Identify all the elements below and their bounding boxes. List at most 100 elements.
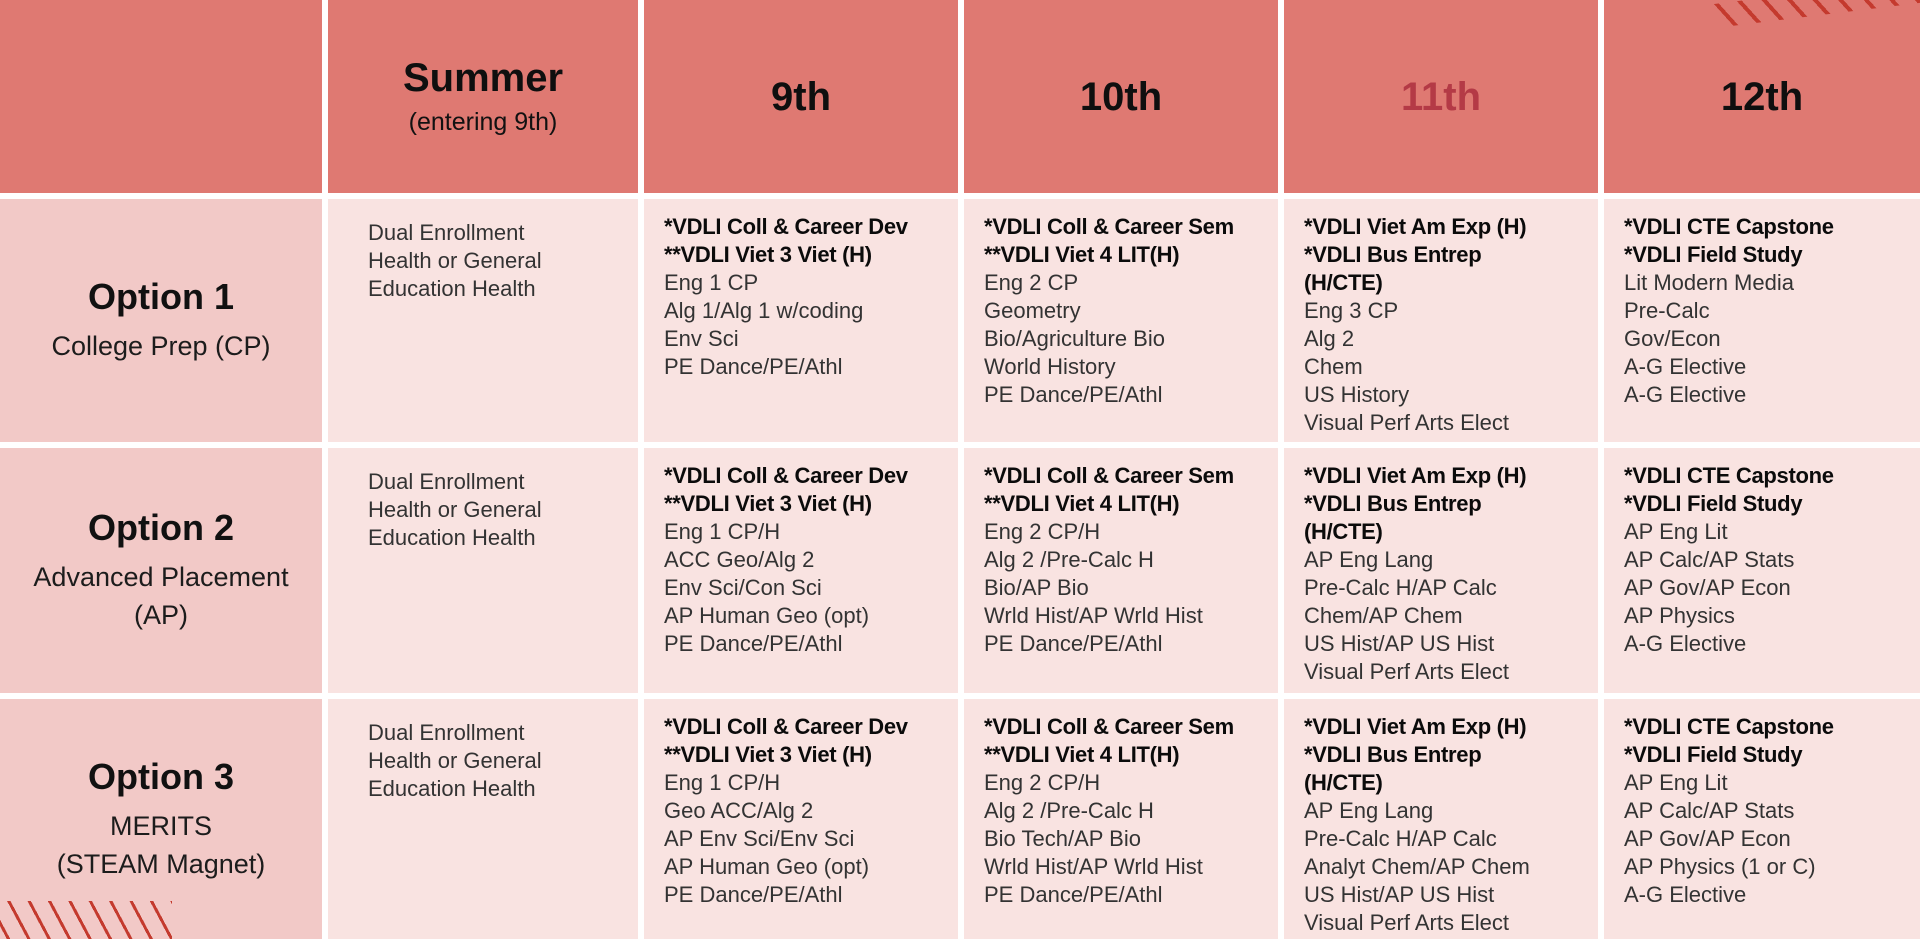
course-line: Visual Perf Arts Elect: [1304, 410, 1510, 435]
course-line: Health or General: [368, 248, 542, 273]
cell-option-2-11th: *VDLI Viet Am Exp (H) *VDLI Bus Entrep (H/…: [1284, 448, 1598, 693]
option-subtitle: (STEAM Magnet): [56, 848, 266, 879]
cell-option-2-summer: Dual Enrollment Health or General Educatio…: [328, 448, 638, 693]
column-header-label: Summer: [402, 56, 564, 100]
cell-option-3-11th: *VDLI Viet Am Exp (H) *VDLI Bus Entrep (H/…: [1284, 699, 1598, 939]
course-line: PE Dance/PE/Athl: [984, 382, 1163, 407]
course-line: Dual Enrollment: [368, 720, 525, 745]
course-line: AP Human Geo (opt): [664, 603, 870, 628]
course-line: Alg 2 /Pre-Calc H: [984, 798, 1154, 823]
course-line: Dual Enrollment: [368, 220, 525, 245]
course-line: *VDLI Viet Am Exp (H): [1304, 214, 1527, 239]
column-header-blank: [0, 0, 322, 193]
row-label-option-1: Option 1 College Prep (CP): [0, 199, 322, 442]
course-line: AP Env Sci/Env Sci: [664, 826, 855, 851]
course-line: Eng 2 CP/H: [984, 519, 1101, 544]
option-title: Option 1: [88, 276, 234, 317]
column-header-sublabel: (entering 9th): [408, 108, 558, 136]
course-line: Chem: [1304, 354, 1363, 379]
course-line: Env Sci: [664, 326, 739, 351]
course-line: Pre-Calc H/AP Calc: [1304, 826, 1497, 851]
course-line: AP Gov/AP Econ: [1624, 575, 1791, 600]
course-line: AP Eng Lit: [1624, 770, 1728, 795]
course-line: Wrld Hist/AP Wrld Hist: [984, 603, 1203, 628]
course-line: **VDLI Viet 3 Viet (H): [664, 242, 872, 267]
option-title: Option 3: [88, 755, 234, 797]
course-line: *VDLI Coll & Career Dev: [664, 463, 908, 488]
column-header-summer: Summer (entering 9th): [328, 0, 638, 193]
course-line: Bio/Agriculture Bio: [984, 326, 1165, 351]
course-line: AP Physics (1 or C): [1624, 854, 1816, 879]
course-line: *VDLI Coll & Career Dev: [664, 714, 908, 739]
option-subtitle: (AP): [134, 600, 188, 631]
course-line: AP Eng Lang: [1304, 798, 1434, 823]
course-line: Alg 2 /Pre-Calc H: [984, 547, 1154, 572]
column-header-10th: 10th: [964, 0, 1278, 193]
course-line: PE Dance/PE/Athl: [664, 354, 843, 379]
course-line: *VDLI Field Study: [1624, 242, 1803, 267]
course-line: Eng 2 CP/H: [984, 770, 1101, 795]
course-line: **VDLI Viet 3 Viet (H): [664, 491, 872, 516]
course-line: Env Sci/Con Sci: [664, 575, 822, 600]
course-line: AP Gov/AP Econ: [1624, 826, 1791, 851]
course-line: A-G Elective: [1624, 631, 1747, 656]
cell-option-1-10th: *VDLI Coll & Career Sem **VDLI Viet 4 LIT…: [964, 199, 1278, 442]
course-line: A-G Elective: [1624, 354, 1747, 379]
course-line: PE Dance/PE/Athl: [984, 882, 1163, 907]
course-line: *VDLI Viet Am Exp (H): [1304, 463, 1527, 488]
course-line: AP Eng Lang: [1304, 547, 1434, 572]
column-header-label: 11th: [1400, 74, 1482, 119]
course-line: *VDLI Viet Am Exp (H): [1304, 714, 1527, 739]
cell-option-3-10th: *VDLI Coll & Career Sem **VDLI Viet 4 LIT…: [964, 699, 1278, 939]
course-line: **VDLI Viet 4 LIT(H): [984, 491, 1180, 516]
course-line: Pre-Calc: [1624, 298, 1710, 323]
course-line: Health or General: [368, 497, 542, 522]
column-header-label: 12th: [1720, 74, 1804, 119]
course-line: *VDLI Coll & Career Dev: [664, 214, 908, 239]
course-line: AP Calc/AP Stats: [1624, 798, 1795, 823]
course-line: *VDLI CTE Capstone: [1624, 214, 1834, 239]
cell-option-3-9th: *VDLI Coll & Career Dev **VDLI Viet 3 Vie…: [644, 699, 958, 939]
course-line: *VDLI Bus Entrep: [1304, 491, 1482, 516]
course-line: (H/CTE): [1304, 519, 1383, 544]
cell-option-2-9th: *VDLI Coll & Career Dev **VDLI Viet 3 Vie…: [644, 448, 958, 693]
course-line: US History: [1304, 382, 1410, 407]
column-header-label: 10th: [1079, 74, 1163, 119]
column-header-12th: 12th: [1604, 0, 1920, 193]
course-line: AP Human Geo (opt): [664, 854, 870, 879]
course-line: *VDLI CTE Capstone: [1624, 714, 1834, 739]
cell-option-2-12th: *VDLI CTE Capstone *VDLI Field Study AP En…: [1604, 448, 1920, 693]
course-line: US Hist/AP US Hist: [1304, 631, 1495, 656]
course-line: US Hist/AP US Hist: [1304, 882, 1495, 907]
course-line: PE Dance/PE/Athl: [664, 882, 843, 907]
course-line: AP Eng Lit: [1624, 519, 1728, 544]
option-subtitle: College Prep (CP): [51, 331, 271, 362]
row-label-option-3: Option 3 MERITS (STEAM Magnet): [0, 699, 322, 939]
course-line: *VDLI Coll & Career Sem: [984, 214, 1234, 239]
course-line: Eng 1 CP/H: [664, 770, 781, 795]
course-line: Pre-Calc H/AP Calc: [1304, 575, 1497, 600]
course-line: Eng 1 CP/H: [664, 519, 781, 544]
course-line: Eng 1 CP: [664, 270, 759, 295]
column-header-11th: 11th: [1284, 0, 1598, 193]
course-line: Eng 2 CP: [984, 270, 1079, 295]
course-line: **VDLI Viet 4 LIT(H): [984, 242, 1180, 267]
course-line: *VDLI Field Study: [1624, 491, 1803, 516]
course-line: World History: [984, 354, 1116, 379]
course-line: AP Physics: [1624, 603, 1735, 628]
course-line: Dual Enrollment: [368, 469, 525, 494]
cell-option-1-9th: *VDLI Coll & Career Dev **VDLI Viet 3 Vie…: [644, 199, 958, 442]
course-line: Geometry: [984, 298, 1081, 323]
course-line: A-G Elective: [1624, 382, 1747, 407]
course-line: Geo ACC/Alg 2: [664, 798, 814, 823]
course-line: *VDLI Field Study: [1624, 742, 1803, 767]
cell-option-3-12th: *VDLI CTE Capstone *VDLI Field Study AP En…: [1604, 699, 1920, 939]
course-line: Gov/Econ: [1624, 326, 1721, 351]
course-line: A-G Elective: [1624, 882, 1747, 907]
course-line: Health or General: [368, 748, 542, 773]
column-header-9th: 9th: [644, 0, 958, 193]
cell-option-2-10th: *VDLI Coll & Career Sem **VDLI Viet 4 LIT…: [964, 448, 1278, 693]
course-line: *VDLI Coll & Career Sem: [984, 714, 1234, 739]
course-line: (H/CTE): [1304, 270, 1383, 295]
